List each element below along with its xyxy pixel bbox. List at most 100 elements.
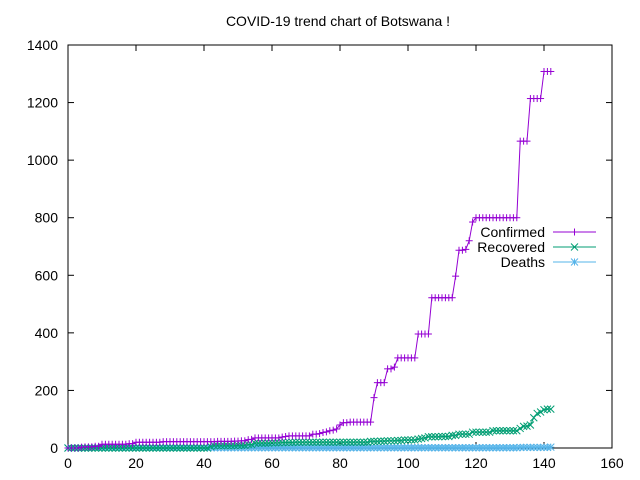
data-point-recovered [149,444,157,452]
data-point-recovered [308,438,317,447]
data-point-recovered [217,441,225,450]
legend-marker-recovered [570,243,579,251]
data-point-recovered [465,430,474,439]
data-point-recovered [223,441,232,450]
data-point-confirmed [122,440,130,448]
data-point-recovered [186,444,195,452]
data-point-recovered [176,444,185,452]
y-tick-label: 1200 [27,95,58,111]
data-point-confirmed [322,428,330,436]
data-point-recovered [489,426,497,435]
data-point-confirmed [305,432,313,440]
data-point-confirmed [367,418,375,426]
data-point-recovered [172,444,181,452]
data-point-recovered [404,436,412,444]
data-point-confirmed [156,438,164,446]
data-point-recovered [438,432,446,441]
x-tick-label: 0 [64,455,72,471]
data-point-recovered [138,444,147,452]
data-point-recovered [121,444,130,452]
data-point-recovered [353,438,361,447]
data-point-confirmed [465,237,473,245]
data-point-recovered [478,428,487,437]
data-point-recovered [142,444,151,452]
data-point-recovered [104,444,113,452]
legend-label-deaths: Deaths [501,254,545,270]
x-tick-label: 120 [464,455,488,471]
data-point-recovered [390,436,399,445]
data-point-recovered [305,438,314,447]
data-point-confirmed [424,330,432,338]
x-tick-label: 80 [332,455,348,471]
data-point-recovered [285,438,293,447]
x-tick-label: 160 [600,455,624,471]
data-point-recovered [342,438,351,447]
data-point-recovered [509,426,518,435]
data-point-recovered [519,422,528,431]
series-recovered [64,405,555,452]
data-point-recovered [492,426,501,435]
data-point-recovered [472,428,480,437]
data-point-recovered [261,439,270,447]
data-point-recovered [448,431,457,440]
data-point-recovered [506,426,514,435]
data-point-confirmed [333,425,341,433]
data-point-recovered [359,438,368,447]
data-point-recovered [482,428,491,437]
data-point-recovered [441,432,450,441]
data-point-recovered [298,438,307,447]
data-point-confirmed [278,433,286,441]
data-point-recovered [111,444,120,452]
data-point-confirmed [452,272,460,280]
data-point-recovered [264,439,273,447]
data-point-recovered [380,437,389,445]
data-point-recovered [516,424,525,433]
data-point-recovered [115,444,123,452]
data-point-recovered [387,436,395,445]
data-point-recovered [536,408,545,416]
y-tick-label: 400 [35,325,59,341]
data-point-confirmed [316,430,324,438]
data-point-recovered [271,438,280,447]
data-point-confirmed [282,432,290,440]
data-point-confirmed [275,434,283,442]
data-point-confirmed [458,246,466,254]
y-tick-label: 1400 [27,37,58,53]
data-point-recovered [128,444,137,452]
data-point-recovered [461,430,470,439]
data-point-recovered [155,444,164,452]
data-point-recovered [200,444,208,452]
data-point-confirmed [513,214,521,222]
data-point-confirmed [74,444,82,452]
data-point-recovered [319,438,327,447]
data-point-recovered [383,436,392,445]
data-point-recovered [257,439,266,447]
data-point-confirmed [241,437,249,445]
data-point-recovered [101,444,110,452]
data-point-recovered [529,413,538,422]
data-point-confirmed [129,440,137,448]
data-point-recovered [295,438,304,447]
data-point-recovered [281,438,290,447]
data-point-confirmed [329,426,337,434]
data-point-recovered [512,426,521,435]
data-point-recovered [213,441,222,450]
data-point-recovered [424,432,433,441]
data-point-recovered [495,426,504,435]
data-point-recovered [132,444,140,452]
data-point-recovered [329,438,338,447]
data-point-confirmed [390,363,398,371]
data-point-recovered [291,438,300,447]
data-point-confirmed [88,443,96,451]
x-tick-label: 20 [128,455,144,471]
data-point-recovered [499,426,508,435]
data-point-recovered [145,444,154,452]
data-point-recovered [227,441,236,450]
data-point-recovered [230,441,239,450]
x-tick-label: 140 [532,455,556,471]
data-point-recovered [135,444,144,452]
data-point-recovered [220,441,229,450]
data-point-recovered [339,438,348,447]
data-point-recovered [189,444,198,452]
